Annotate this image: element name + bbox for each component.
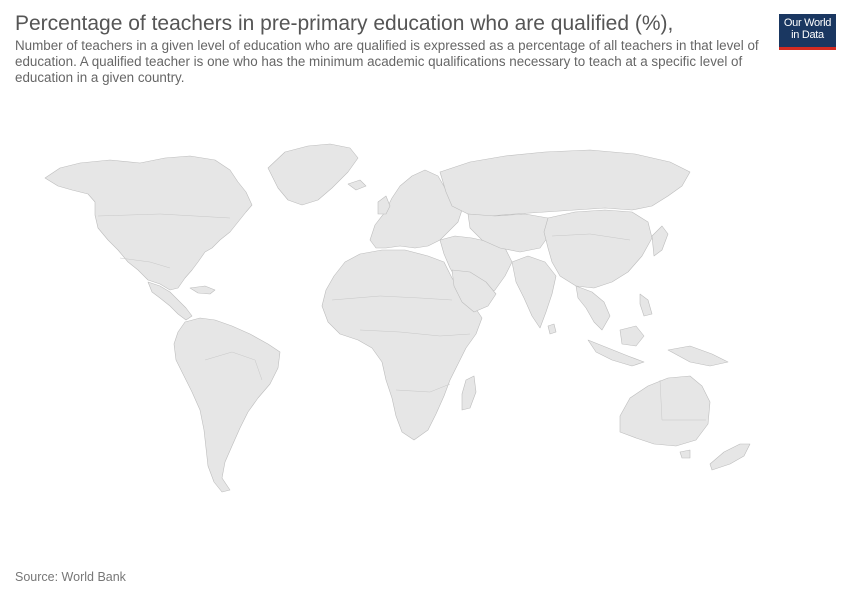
greenland[interactable] xyxy=(267,143,359,206)
russia[interactable] xyxy=(439,149,691,217)
brazil-border xyxy=(204,351,263,381)
madagascar[interactable] xyxy=(461,375,477,411)
us-canada-border xyxy=(97,213,231,219)
southeast-asia[interactable] xyxy=(575,285,611,331)
iceland[interactable] xyxy=(347,179,367,191)
australia-border xyxy=(659,379,706,421)
east-asia[interactable] xyxy=(543,209,653,289)
central-america[interactable] xyxy=(147,281,193,321)
india[interactable] xyxy=(511,255,557,329)
southern-africa-border xyxy=(395,383,451,393)
new-guinea[interactable] xyxy=(667,345,729,367)
logo-line-2: in Data xyxy=(791,29,824,41)
caribbean[interactable] xyxy=(189,285,216,295)
philippines[interactable] xyxy=(639,293,653,317)
sahara-border xyxy=(331,295,453,301)
china-border xyxy=(551,233,631,241)
logo-line-1: Our World xyxy=(783,17,832,29)
middle-east[interactable] xyxy=(439,235,513,301)
chart-subtitle: Number of teachers in a given level of e… xyxy=(15,38,759,85)
us-mexico-border xyxy=(119,257,171,269)
south-america[interactable] xyxy=(173,317,281,493)
owid-logo[interactable]: Our World in Data xyxy=(779,14,836,50)
north-america[interactable] xyxy=(44,155,253,291)
sri-lanka[interactable] xyxy=(547,323,557,335)
chart-title: Percentage of teachers in pre-primary ed… xyxy=(15,12,674,35)
arabia[interactable] xyxy=(451,269,497,313)
source-note: Source: World Bank xyxy=(15,570,126,584)
australia[interactable] xyxy=(619,375,711,447)
central-africa-border xyxy=(359,329,471,337)
new-zealand[interactable] xyxy=(709,443,751,471)
borneo[interactable] xyxy=(619,325,645,347)
central-asia[interactable] xyxy=(467,213,551,253)
indonesia[interactable] xyxy=(587,339,645,367)
japan[interactable] xyxy=(651,225,669,257)
tasmania[interactable] xyxy=(679,449,691,459)
logo-accent-bar xyxy=(779,47,836,50)
world-map[interactable] xyxy=(0,130,850,500)
britain[interactable] xyxy=(377,195,391,215)
